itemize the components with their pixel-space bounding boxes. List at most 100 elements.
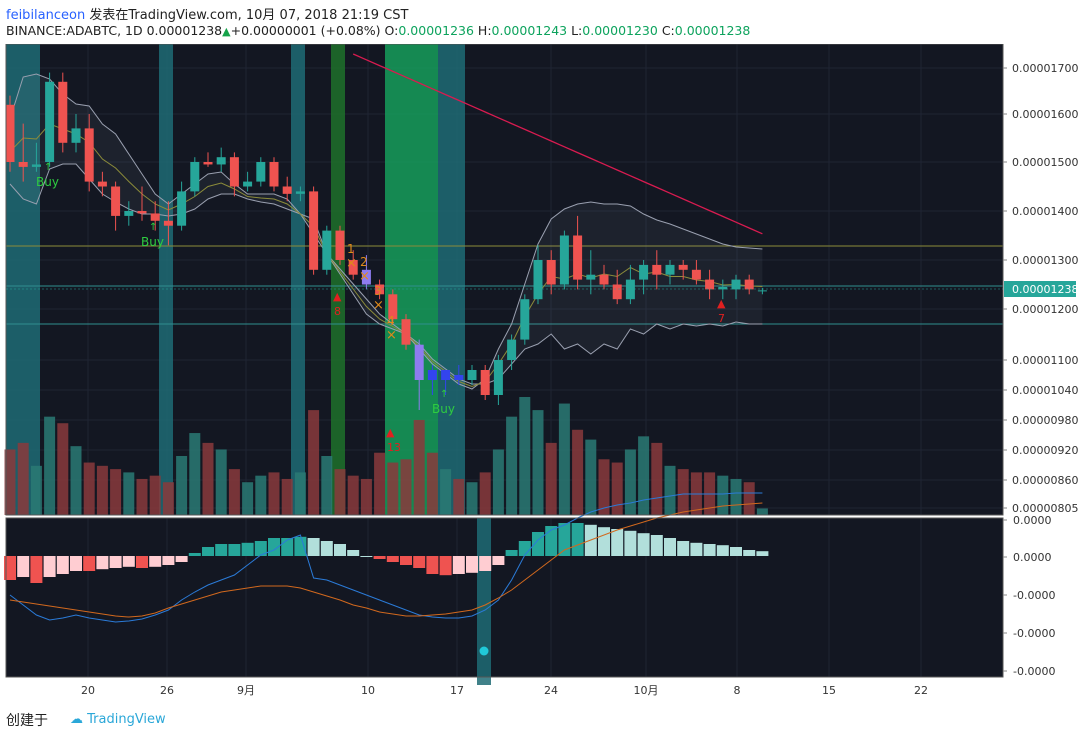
- indicator-pane: [6, 518, 1003, 677]
- histogram-bar: [730, 547, 742, 556]
- histogram-bar: [466, 556, 478, 573]
- buy-label: Buy: [141, 235, 164, 249]
- candle-body: [348, 260, 358, 275]
- current-price-tag: [1004, 281, 1076, 297]
- candle-body: [520, 299, 530, 340]
- volume-bar: [453, 478, 465, 515]
- candle-body: [243, 181, 253, 187]
- candle-body: [533, 260, 543, 300]
- highlight-band-green: [385, 44, 438, 515]
- time-tick-label: 8: [734, 684, 741, 697]
- histogram-bar: [294, 536, 307, 556]
- candle-body: [216, 157, 226, 165]
- histogram-bar: [518, 541, 531, 556]
- candle-body: [137, 211, 147, 214]
- volume-bar: [83, 462, 95, 515]
- histogram-bar: [4, 556, 16, 580]
- price-tick-label: 0.00000805: [1012, 502, 1078, 515]
- highlight-band-green-dark: [331, 44, 345, 515]
- volume-bar: [532, 410, 544, 515]
- volume-bar: [242, 482, 254, 515]
- histogram-bar: [677, 541, 690, 556]
- volume-bar: [228, 469, 240, 515]
- indicator-tick-label: 0.0000: [1013, 514, 1052, 527]
- red-triangle-icon: ▲: [386, 426, 395, 439]
- highlight-band: [438, 44, 465, 515]
- red-count-label: 7: [718, 312, 725, 325]
- price-tick-label: 0.00000980: [1012, 414, 1078, 427]
- current-price-label: 0.00001238: [1012, 283, 1078, 296]
- time-tick-label: 17: [450, 684, 464, 697]
- candle-body: [757, 290, 767, 292]
- candle-body: [361, 269, 371, 285]
- symbol-label: BINANCE:ADABTC, 1D: [6, 23, 143, 38]
- indicator-tick-label: -0.0000: [1013, 627, 1055, 640]
- price-change: +0.00000001 (+0.08%): [230, 23, 381, 38]
- red-count-label: 13: [387, 441, 401, 454]
- candle-body: [150, 213, 160, 221]
- candle-body: [190, 162, 200, 192]
- candle-body: [97, 181, 107, 187]
- histogram-bar: [452, 556, 465, 574]
- histogram-bar: [83, 556, 96, 571]
- volume-bar: [677, 469, 689, 515]
- candle-body: [731, 279, 741, 290]
- histogram-bar: [334, 544, 346, 556]
- volume-bar: [572, 429, 584, 515]
- volume-bar: [440, 469, 452, 515]
- td-cross-icon: ×: [386, 328, 397, 343]
- td-cross-icon: ×: [346, 256, 357, 271]
- histogram-bar: [413, 556, 426, 568]
- td-count-label: 3: [374, 284, 382, 298]
- volume-bar: [545, 442, 557, 515]
- histogram-bar: [96, 556, 109, 570]
- price-tick-label: 0.00001600: [1012, 108, 1078, 121]
- open-label: O:: [384, 23, 399, 38]
- volume-bar: [70, 446, 82, 515]
- candle-body: [84, 128, 94, 182]
- candle-body: [467, 370, 477, 380]
- histogram-bar: [347, 550, 360, 556]
- td-count-label: 1: [347, 242, 355, 256]
- candle-body: [744, 279, 754, 290]
- bollinger-fill: [10, 74, 763, 389]
- candle-body: [639, 264, 649, 280]
- candle-body: [31, 164, 41, 167]
- price-tick-label: 0.00001040: [1012, 384, 1078, 397]
- created-with-label: 创建于: [6, 713, 48, 729]
- author-link[interactable]: feibilanceon: [6, 8, 86, 23]
- volume-bar: [387, 462, 399, 515]
- candle-body: [256, 162, 266, 182]
- published-text: 发表在TradingView.com, 10月 07, 2018 21:19 C…: [89, 8, 409, 23]
- crossover-dot: [479, 646, 489, 656]
- highlight-band: [291, 44, 305, 515]
- candle-body: [18, 162, 28, 167]
- volume-bar: [730, 478, 742, 515]
- time-tick-label: 15: [822, 684, 836, 697]
- indicator-tick-label: 0.0000: [1013, 551, 1052, 564]
- volume-bar: [268, 472, 280, 515]
- volume-bar: [347, 475, 359, 515]
- volume-bar: [17, 442, 29, 515]
- volume-bar: [492, 449, 504, 515]
- price-tick-label: 0.00001300: [1012, 254, 1078, 267]
- buy-arrow-icon: ↑: [149, 222, 157, 233]
- histogram-bar: [690, 542, 703, 556]
- candle-body: [335, 230, 345, 260]
- volume-bar: [136, 478, 148, 515]
- volume-bar: [4, 449, 16, 515]
- tradingview-logo[interactable]: ☁ TradingView: [70, 712, 166, 727]
- volume-bar: [426, 452, 438, 515]
- red-triangle-icon: ▲: [717, 297, 726, 310]
- candle-body: [177, 191, 187, 226]
- candle-body: [441, 370, 451, 380]
- price-tick-label: 0.00000920: [1012, 444, 1078, 457]
- histogram-bar: [43, 556, 56, 577]
- time-tick-label: 26: [160, 684, 174, 697]
- histogram-bar: [175, 556, 188, 562]
- candle-body: [546, 260, 556, 285]
- candle-body: [295, 191, 305, 194]
- price-tick-label: 0.00001200: [1012, 303, 1078, 316]
- price-tick-label: 0.00001700: [1012, 62, 1078, 75]
